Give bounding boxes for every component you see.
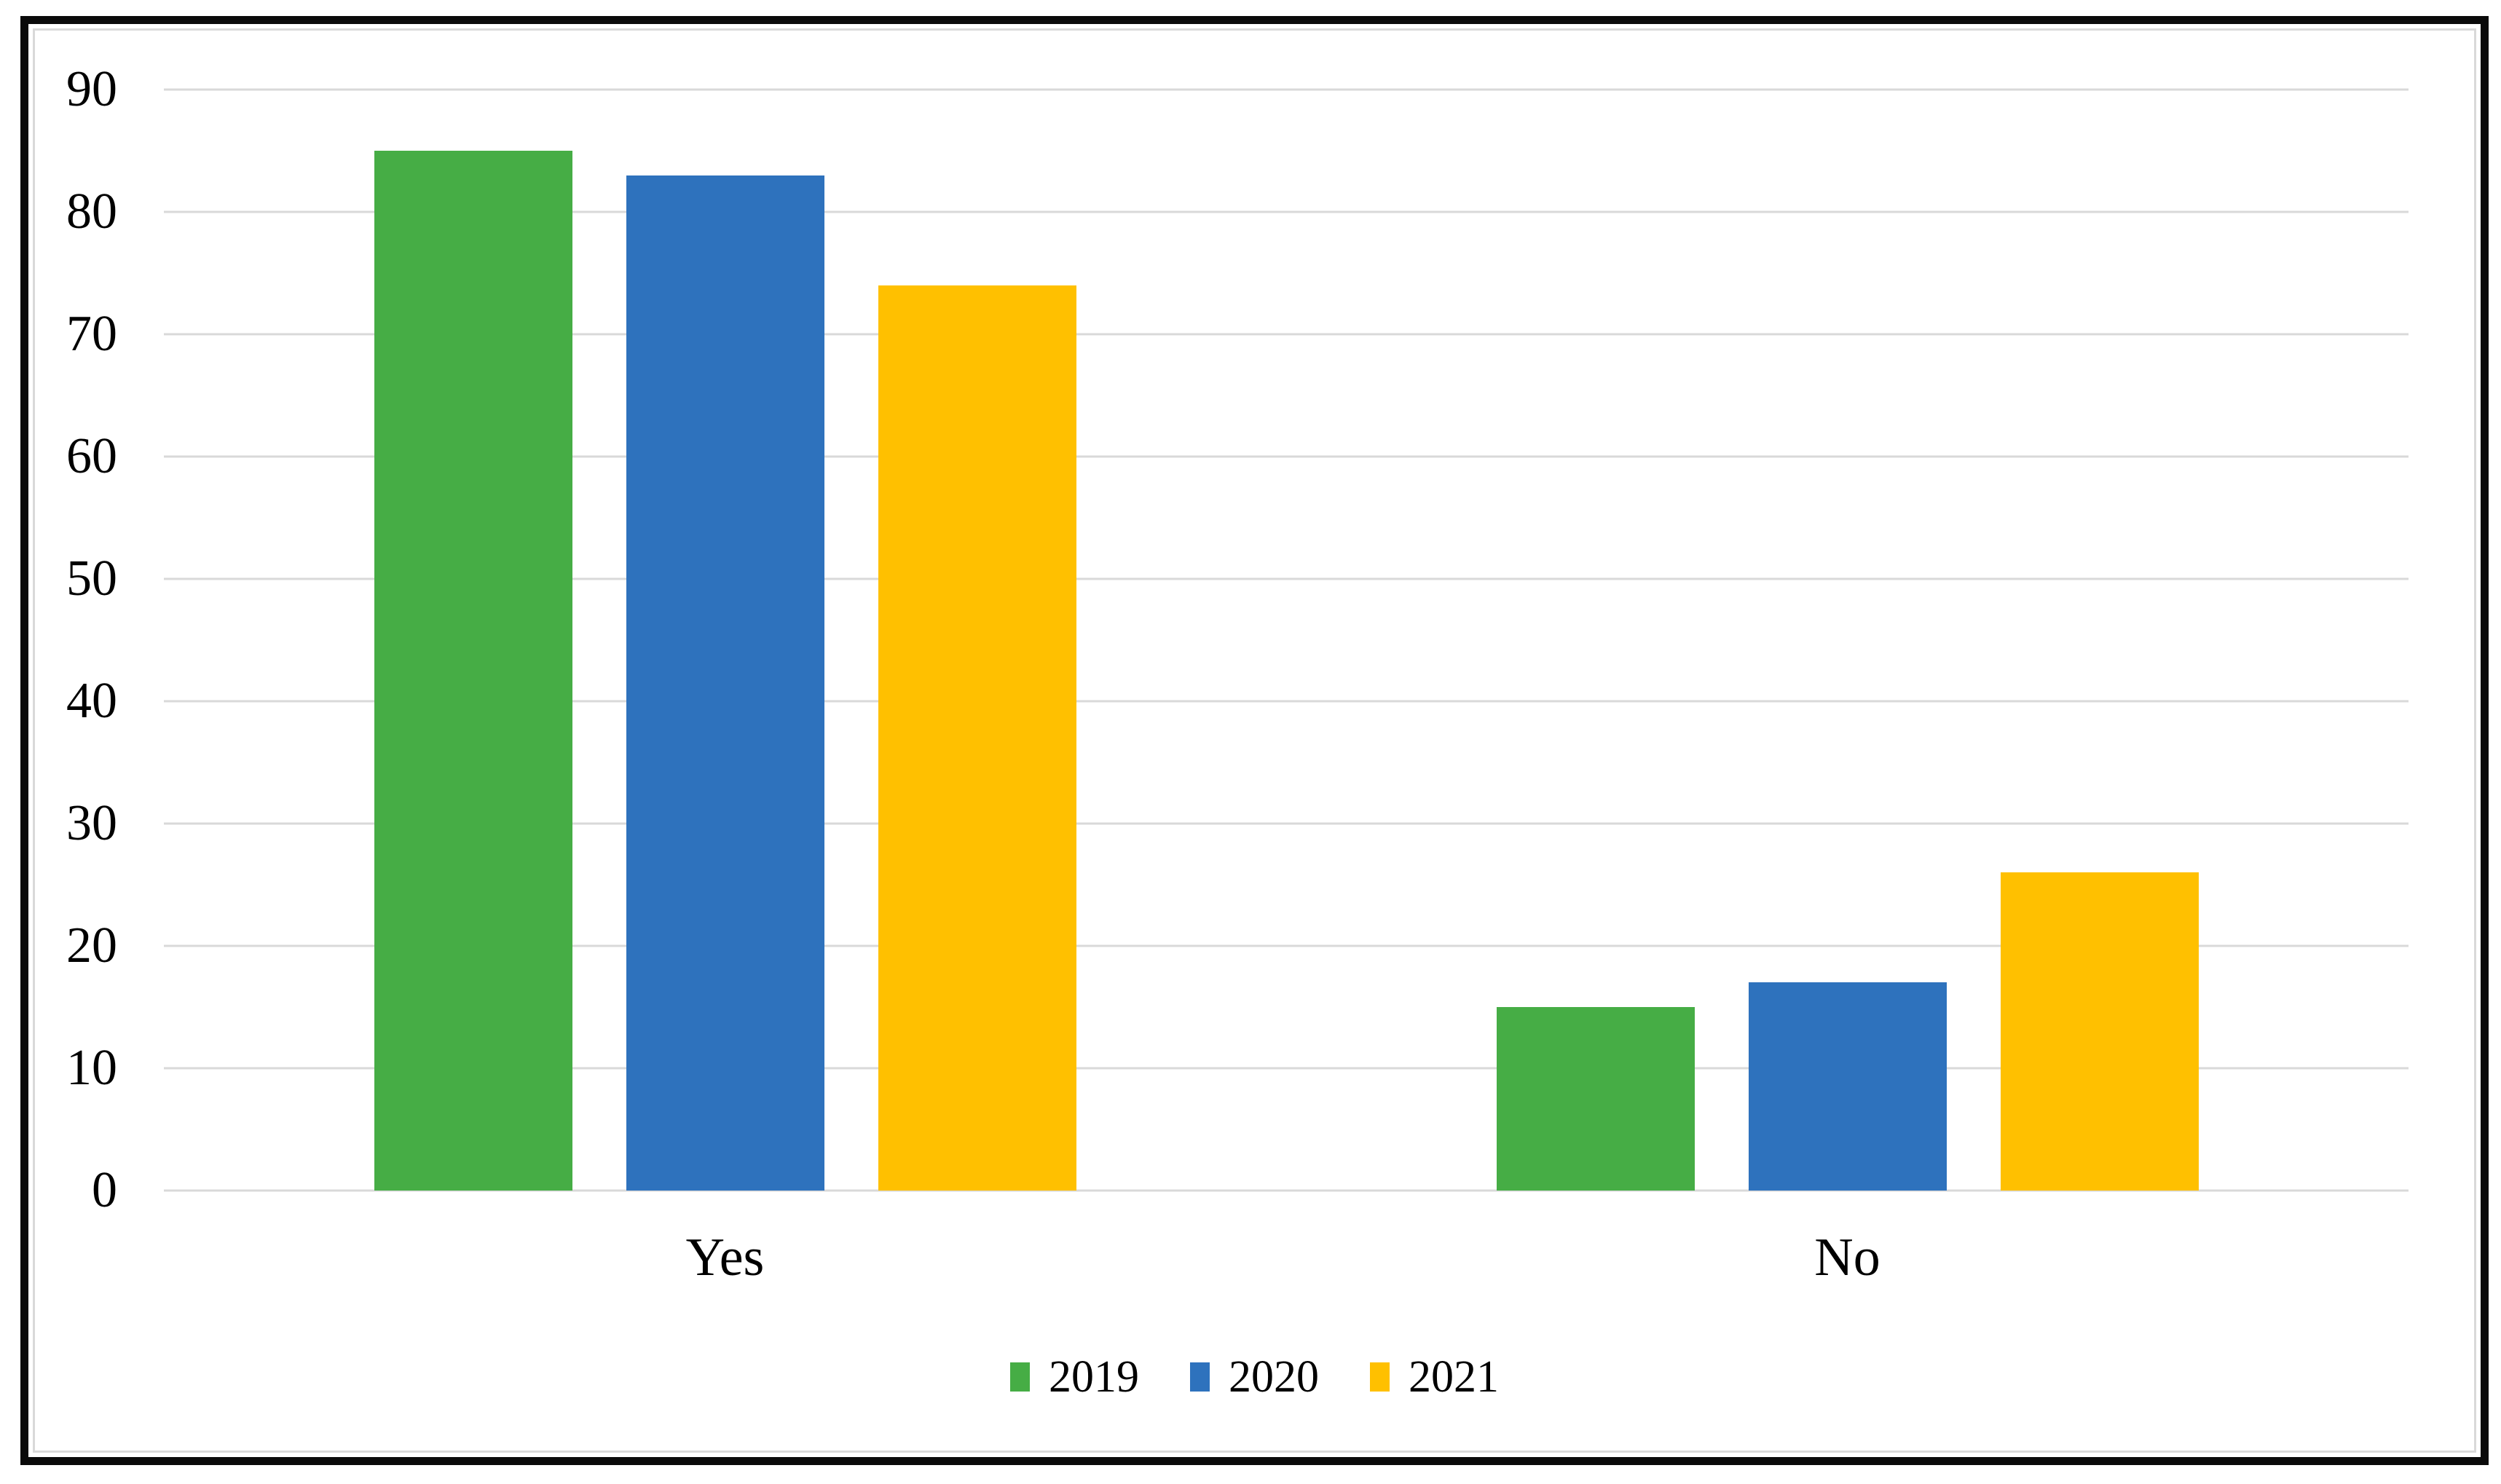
x-axis-category-label-no: No (1814, 1228, 1880, 1287)
y-axis-tick-label: 40 (66, 673, 117, 729)
gridline-80 (164, 210, 2409, 213)
bar-2021-no (2000, 872, 2199, 1191)
bar-2020-no (1748, 982, 1947, 1191)
bar-2021-yes (878, 285, 1076, 1191)
legend-marker-2020 (1190, 1362, 1210, 1392)
y-axis-tick-label: 0 (92, 1162, 117, 1218)
legend-label: 2020 (1229, 1352, 1319, 1402)
bar-group-no (1286, 90, 2409, 1191)
legend-label: 2021 (1409, 1352, 1499, 1402)
gridline-10 (164, 1067, 2409, 1070)
bar-groups (164, 90, 2409, 1191)
plot-area: 90 80 70 60 50 40 30 20 10 0 (66, 64, 2409, 1216)
gridline-70 (164, 333, 2409, 336)
legend-item-2019: 2019 (1010, 1354, 1139, 1400)
legend-item-2021: 2021 (1370, 1354, 1499, 1400)
chart-legend: 2019 2020 2021 (35, 1354, 2474, 1400)
bar-2019-no (1496, 1007, 1695, 1191)
y-axis-tick-label: 90 (66, 61, 117, 117)
legend-marker-2019 (1010, 1362, 1030, 1392)
gridline-40 (164, 700, 2409, 703)
x-axis-category-labels: Yes No (164, 1228, 2409, 1287)
gridline-60 (164, 455, 2409, 458)
y-axis-tick-label: 70 (66, 306, 117, 362)
gridline-0 (164, 1189, 2409, 1192)
x-axis-category-label-yes: Yes (685, 1228, 765, 1287)
y-axis-tick-label: 60 (66, 428, 117, 484)
gridline-20 (164, 944, 2409, 947)
bar-2019-yes (374, 151, 572, 1191)
y-axis-tick-label: 80 (66, 183, 117, 240)
bar-group-yes (164, 90, 1286, 1191)
y-axis-tick-label: 50 (66, 550, 117, 607)
y-axis-tick-label: 10 (66, 1040, 117, 1096)
gridline-50 (164, 577, 2409, 580)
legend-label: 2019 (1049, 1352, 1139, 1402)
legend-item-2020: 2020 (1190, 1354, 1319, 1400)
legend-marker-2021 (1370, 1362, 1390, 1392)
y-axis-tick-label: 20 (66, 917, 117, 974)
chart-area: 90 80 70 60 50 40 30 20 10 0 Yes No 2019 2020 2021 (33, 28, 2476, 1453)
gridline-30 (164, 822, 2409, 825)
gridline-90 (164, 88, 2409, 91)
y-axis-tick-label: 30 (66, 795, 117, 851)
figure-border: 90 80 70 60 50 40 30 20 10 0 Yes No 2019 2020 2021 (20, 16, 2489, 1465)
bar-2020-yes (626, 175, 824, 1191)
